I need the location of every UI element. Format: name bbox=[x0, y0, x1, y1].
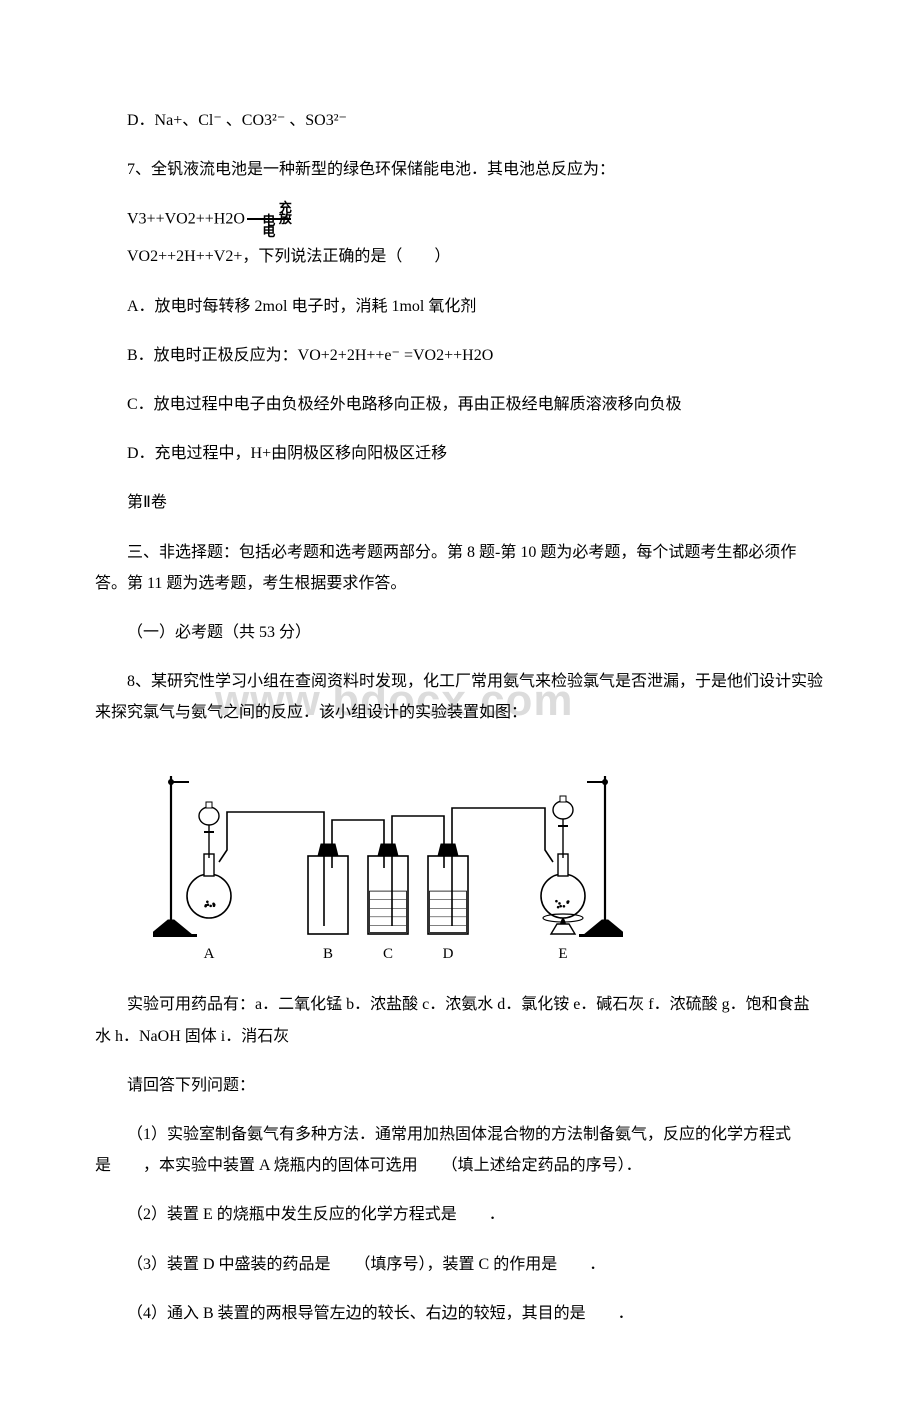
section-2-intro: 三、非选择题：包括必考题和选考题两部分。第 8 题-第 10 题为必考题，每个试… bbox=[95, 537, 825, 599]
q7-stem: 7、全钒液流电池是一种新型的绿色环保储能电池．其电池总反应为： bbox=[95, 154, 825, 185]
svg-text:D: D bbox=[443, 946, 454, 962]
q7-option-a: A．放电时每转移 2mol 电子时，消耗 1mol 氧化剂 bbox=[95, 291, 825, 322]
q7-option-c: C．放电过程中电子由负极经外电路移向正极，再由正极经电解质溶液移向负极 bbox=[95, 389, 825, 420]
svg-text:E: E bbox=[558, 946, 567, 962]
part1-heading: （一）必考题（共 53 分） bbox=[95, 617, 825, 648]
q7-equation-line1: V3++VO2++H2O 充电 放电 bbox=[95, 203, 825, 237]
q7-reversible-arrow: 充电 放电 bbox=[247, 203, 291, 237]
q7-equation-line2: VO2++2H++V2+，下列说法正确的是（ ） bbox=[95, 241, 825, 272]
q8-stem: 8、某研究性学习小组在查阅资料时发现，化工厂常用氨气来检验氯气是否泄漏，于是他们… bbox=[95, 666, 825, 728]
q8-sub2: （2）装置 E 的烧瓶中发生反应的化学方程式是 ． bbox=[95, 1199, 825, 1230]
q7-eq1-pre: V3++VO2++H2O bbox=[127, 211, 245, 228]
q8-prompt: 请回答下列问题： bbox=[95, 1070, 825, 1101]
q8-sub4: （4）通入 B 装置的两根导管左边的较长、右边的较短，其目的是 ． bbox=[95, 1298, 825, 1329]
apparatus-diagram: A B C D E bbox=[153, 746, 825, 971]
q8-sub3: （3）装置 D 中盛装的药品是 （填序号），装置 C 的作用是 ． bbox=[95, 1249, 825, 1280]
svg-text:B: B bbox=[323, 946, 333, 962]
svg-text:A: A bbox=[204, 946, 215, 962]
q7-option-d: D．充电过程中，H+由阴极区移向阳极区迁移 bbox=[95, 438, 825, 469]
svg-text:C: C bbox=[383, 946, 393, 962]
q6-option-d: D．Na+、Cl⁻ 、CO3²⁻ 、SO3²⁻ bbox=[95, 105, 825, 136]
section-2-heading: 第Ⅱ卷 bbox=[95, 487, 825, 518]
q8-sub1: （1）实验室制备氨气有多种方法．通常用加热固体混合物的方法制备氨气，反应的化学方… bbox=[95, 1119, 825, 1181]
q8-reagents: 实验可用药品有：a．二氧化锰 b．浓盐酸 c．浓氨水 d．氯化铵 e．碱石灰 f… bbox=[95, 989, 825, 1051]
q7-frac-bot: 放电 bbox=[247, 212, 291, 238]
q7-option-b: B．放电时正极反应为：VO+2+2H++e⁻ =VO2++H2O bbox=[95, 340, 825, 371]
